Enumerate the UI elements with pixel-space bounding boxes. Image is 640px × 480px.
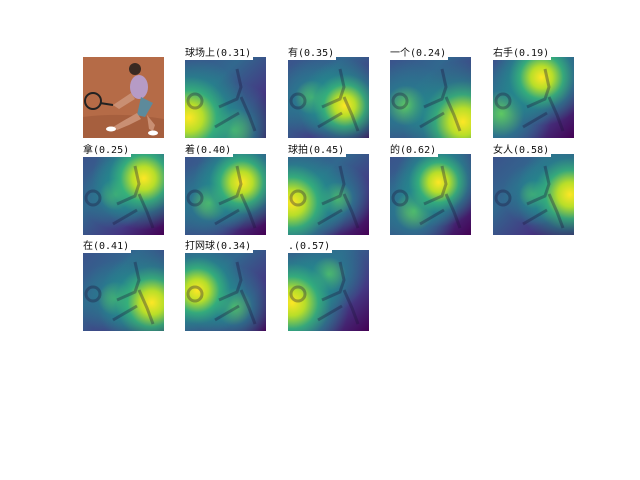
attention-word-label: 的(0.62) bbox=[390, 144, 439, 157]
player-silhouette-overlay bbox=[289, 68, 360, 132]
attention-map-tile: 的(0.62) bbox=[390, 144, 471, 235]
attention-map-tile: .(0.57) bbox=[288, 240, 369, 331]
attention-heatmap bbox=[390, 57, 471, 138]
player-silhouette-overlay bbox=[494, 165, 565, 229]
attention-heatmap bbox=[185, 57, 266, 138]
attention-heatmap bbox=[83, 250, 164, 331]
player-silhouette-overlay bbox=[494, 68, 565, 132]
attention-word-label: 右手(0.19) bbox=[493, 47, 552, 60]
attention-heatmap bbox=[185, 250, 266, 331]
attention-word-label: 打网球(0.34) bbox=[185, 240, 254, 253]
attention-word-label: 球拍(0.45) bbox=[288, 144, 347, 157]
attention-heatmap bbox=[493, 154, 574, 235]
attention-map-tile: 拿(0.25) bbox=[83, 144, 164, 235]
attention-word-label: 女人(0.58) bbox=[493, 144, 552, 157]
attention-map-tile: 球拍(0.45) bbox=[288, 144, 369, 235]
attention-heatmap bbox=[185, 154, 266, 235]
attention-word-label: 着(0.40) bbox=[185, 144, 234, 157]
attention-map-tile: 打网球(0.34) bbox=[185, 240, 266, 331]
tennis-player-photo bbox=[83, 57, 164, 138]
tennis-player-icon bbox=[83, 57, 164, 138]
original-photo bbox=[83, 57, 164, 138]
player-silhouette-overlay bbox=[289, 165, 360, 229]
attention-map-tile: 球场上(0.31) bbox=[185, 47, 266, 138]
attention-map-tile: 着(0.40) bbox=[185, 144, 266, 235]
attention-map-tile: 一个(0.24) bbox=[390, 47, 471, 138]
attention-heatmap bbox=[390, 154, 471, 235]
attention-heatmap bbox=[493, 57, 574, 138]
player-silhouette-overlay bbox=[186, 68, 257, 132]
attention-map-tile: 有(0.35) bbox=[288, 47, 369, 138]
attention-word-label: 拿(0.25) bbox=[83, 144, 132, 157]
player-silhouette-overlay bbox=[186, 261, 257, 325]
attention-word-label: .(0.57) bbox=[288, 240, 333, 253]
attention-heatmap bbox=[288, 154, 369, 235]
attention-word-label: 在(0.41) bbox=[83, 240, 132, 253]
player-silhouette-overlay bbox=[84, 261, 155, 325]
attention-word-label: 一个(0.24) bbox=[390, 47, 449, 60]
attention-heatmap bbox=[83, 154, 164, 235]
attention-heatmap bbox=[288, 57, 369, 138]
attention-word-label: 球场上(0.31) bbox=[185, 47, 254, 60]
attention-map-tile: 右手(0.19) bbox=[493, 47, 574, 138]
attention-heatmap bbox=[288, 250, 369, 331]
player-silhouette-overlay bbox=[84, 165, 155, 229]
player-silhouette-overlay bbox=[289, 261, 360, 325]
player-silhouette-overlay bbox=[391, 68, 462, 132]
attention-word-label: 有(0.35) bbox=[288, 47, 337, 60]
player-silhouette-overlay bbox=[391, 165, 462, 229]
player-silhouette-overlay bbox=[186, 165, 257, 229]
attention-map-tile: 在(0.41) bbox=[83, 240, 164, 331]
attention-map-tile: 女人(0.58) bbox=[493, 144, 574, 235]
